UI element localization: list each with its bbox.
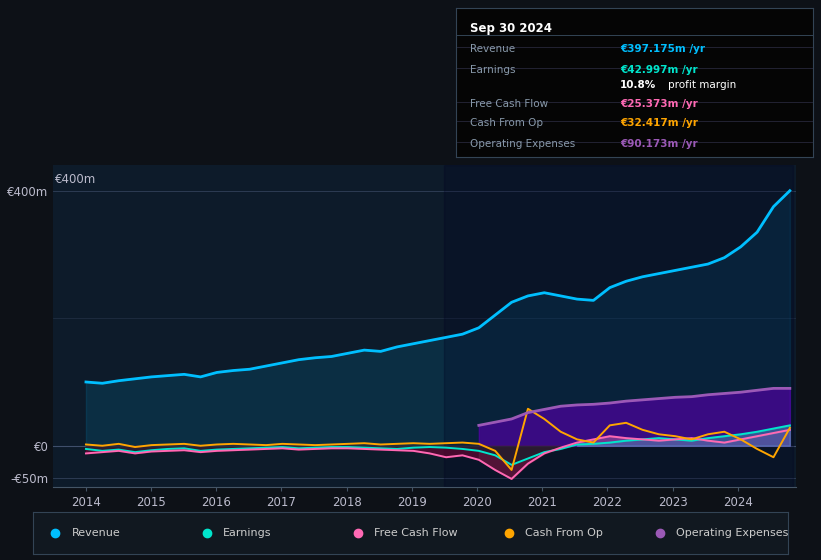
Text: Sep 30 2024: Sep 30 2024 [470,22,552,35]
Text: €90.173m /yr: €90.173m /yr [620,139,698,149]
Text: Cash From Op: Cash From Op [470,118,543,128]
Text: €400m: €400m [55,173,96,186]
Text: Free Cash Flow: Free Cash Flow [374,529,458,538]
Text: Revenue: Revenue [72,529,121,538]
Text: Cash From Op: Cash From Op [525,529,603,538]
Text: Earnings: Earnings [223,529,272,538]
Text: €32.417m /yr: €32.417m /yr [620,118,698,128]
Text: Revenue: Revenue [470,44,515,54]
Text: €25.373m /yr: €25.373m /yr [620,99,698,109]
Text: Operating Expenses: Operating Expenses [677,529,789,538]
Text: 10.8%: 10.8% [620,80,656,90]
Text: €397.175m /yr: €397.175m /yr [620,44,705,54]
Text: Free Cash Flow: Free Cash Flow [470,99,548,109]
Text: €42.997m /yr: €42.997m /yr [620,65,698,75]
Bar [444,165,793,487]
Text: Earnings: Earnings [470,65,516,75]
Text: Operating Expenses: Operating Expenses [470,139,576,149]
Text: profit margin: profit margin [668,80,736,90]
